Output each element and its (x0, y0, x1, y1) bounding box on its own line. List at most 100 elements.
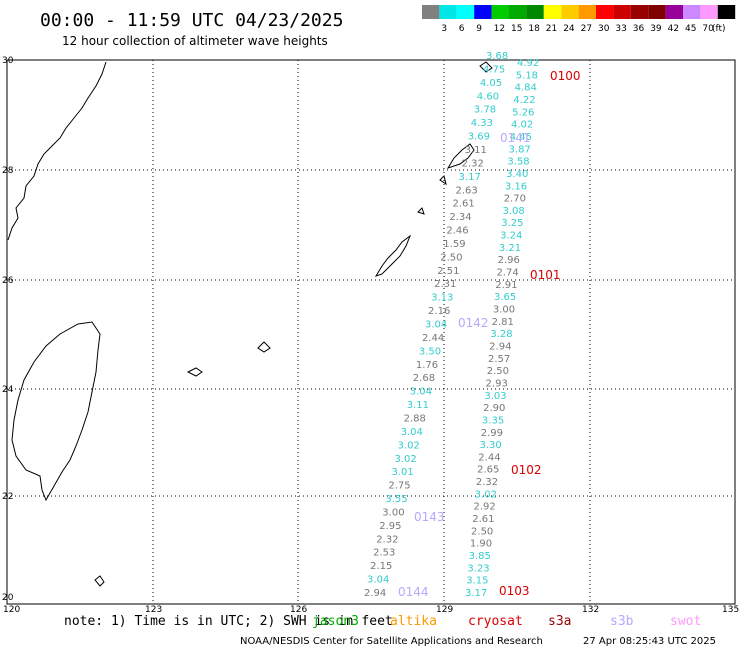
legend-swatch (422, 5, 440, 19)
satellite-name: altika (390, 614, 437, 629)
wave-height-label: 2.32 (376, 534, 398, 545)
pass-labels: 0100 0101 0102 0103 0141 0142 0143 0144 (398, 69, 581, 599)
wave-height-label: 3.04 (425, 320, 447, 331)
wave-height-label: 3.00 (493, 305, 515, 316)
wave-height-label: 2.91 (495, 280, 517, 291)
wave-height-label: 3.11 (465, 145, 487, 156)
lat-tick-label: 26 (2, 276, 14, 286)
wave-height-label: 3.04 (401, 427, 423, 438)
legend-label: 24 (563, 24, 575, 34)
pass-label-0101: 0101 (530, 268, 561, 282)
lat-tick-label: 28 (2, 166, 14, 176)
legend-label: 33 (615, 24, 626, 34)
wave-height-label: 2.15 (370, 561, 392, 572)
legend-swatch (596, 5, 614, 19)
china-coast (7, 61, 107, 241)
lat-tick-label: 20 (2, 593, 14, 603)
map-title: 00:00 - 11:59 UTC 04/23/2025 (40, 10, 343, 31)
legend-label: 27 (581, 24, 592, 34)
legend-label: 39 (650, 24, 662, 34)
axis-labels: 120 123 126 129 132 135 30 28 26 24 22 2… (2, 56, 739, 615)
lon-tick-label: 123 (145, 605, 162, 615)
wave-height-label: 4.45 (510, 132, 532, 143)
daito-island (94, 575, 105, 587)
wave-height-label: 2.46 (446, 226, 468, 237)
wave-height-label: 2.44 (422, 333, 444, 344)
wave-height-label: 3.24 (500, 231, 522, 242)
wave-height-label: 4.84 (515, 83, 537, 94)
wave-height-label: 3.35 (482, 415, 504, 426)
wave-height-label: 2.34 (449, 212, 471, 223)
satellite-name: swot (670, 614, 701, 629)
wave-height-label: 2.70 (504, 194, 526, 205)
map-frame (6, 59, 736, 605)
wave-height-label: 3.87 (509, 144, 531, 155)
wave-height-label: 2.99 (481, 428, 503, 439)
wave-height-label: 4.92 (517, 58, 539, 69)
wave-height-values: 3.68 4.75 4.05 4.60 3.78 4.33 3.69 3.11 2.32 3.17… (364, 51, 539, 599)
lon-tick-label: 126 (290, 605, 307, 615)
legend-swatch (561, 5, 579, 19)
wave-height-label: 2.50 (440, 252, 462, 263)
wave-height-label: 3.02 (395, 454, 417, 465)
legend-label: 6 (459, 24, 465, 34)
legend-label: 30 (598, 24, 610, 34)
wave-height-label: 2.94 (364, 588, 386, 599)
wave-height-label: 4.60 (477, 91, 499, 102)
tokara-island-a (439, 175, 447, 186)
wave-height-label: 2.51 (437, 266, 459, 277)
wave-height-label: 3.16 (505, 181, 527, 192)
lon-tick-label: 120 (3, 605, 20, 615)
tokara-island-b (417, 207, 425, 215)
legend-label: 9 (476, 24, 482, 34)
wave-height-label: 3.15 (466, 576, 488, 587)
wave-height-label: 2.63 (456, 185, 478, 196)
wave-height-label: 2.81 (492, 317, 514, 328)
legend-swatch (439, 5, 457, 19)
wave-height-label: 2.90 (483, 403, 505, 414)
legend-swatch (526, 5, 544, 19)
wave-height-label: 2.95 (379, 521, 401, 532)
legend-swatch (543, 5, 562, 19)
wave-height-label: 2.94 (489, 341, 511, 352)
wave-height-label: 2.74 (496, 268, 518, 279)
wave-height-label: 1.59 (443, 239, 465, 250)
wave-height-label: 2.75 (388, 481, 410, 492)
lat-tick-label: 24 (2, 385, 14, 395)
wave-height-label: 4.22 (513, 95, 535, 106)
legend-swatch (648, 5, 666, 19)
color-legend: 3 6 9 12 15 18 21 24 27 30 33 36 39 42 45 70 (422, 5, 736, 34)
wave-height-label: 2.44 (478, 452, 500, 463)
wave-height-label: 2.92 (473, 502, 495, 513)
legend-swatch (578, 5, 596, 19)
wave-height-label: 5.26 (512, 107, 534, 118)
legend-swatch (474, 5, 492, 19)
satellite-legend: jason3 altika cryosat s3a s3b swot (312, 614, 701, 629)
taiwan-island (11, 321, 101, 502)
pass-label-0141: 0141 (500, 131, 531, 145)
wave-height-label: 3.04 (367, 575, 389, 586)
legend-swatch (700, 5, 718, 19)
legend-swatch (717, 5, 736, 19)
wave-height-label: 3.03 (484, 391, 506, 402)
wave-height-label: 3.17 (465, 588, 487, 599)
wave-height-label: 3.55 (385, 494, 407, 505)
wave-height-label: 3.58 (507, 157, 529, 168)
legend-swatch (509, 5, 527, 19)
wave-height-label: 2.61 (472, 514, 494, 525)
lon-tick-label: 135 (722, 605, 739, 615)
graticule (7, 60, 735, 604)
legend-swatch (665, 5, 683, 19)
wave-height-label: 4.33 (471, 118, 493, 129)
legend-label: 21 (546, 24, 557, 34)
legend-label: 18 (528, 24, 540, 34)
generated-timestamp: 27 Apr 08:25:43 UTC 2025 (583, 636, 716, 647)
footer-note: note: 1) Time is in UTC; 2) SWH is in fe… (64, 614, 393, 629)
wave-height-label: 3.17 (459, 172, 481, 183)
legend-label: 45 (685, 24, 696, 34)
wave-height-label: 3.65 (494, 292, 516, 303)
wave-height-label: 2.53 (373, 548, 395, 559)
wave-height-label: 3.21 (499, 243, 521, 254)
credit-text: NOAA/NESDIS Center for Satellite Applica… (240, 636, 543, 647)
legend-swatch (456, 5, 475, 19)
